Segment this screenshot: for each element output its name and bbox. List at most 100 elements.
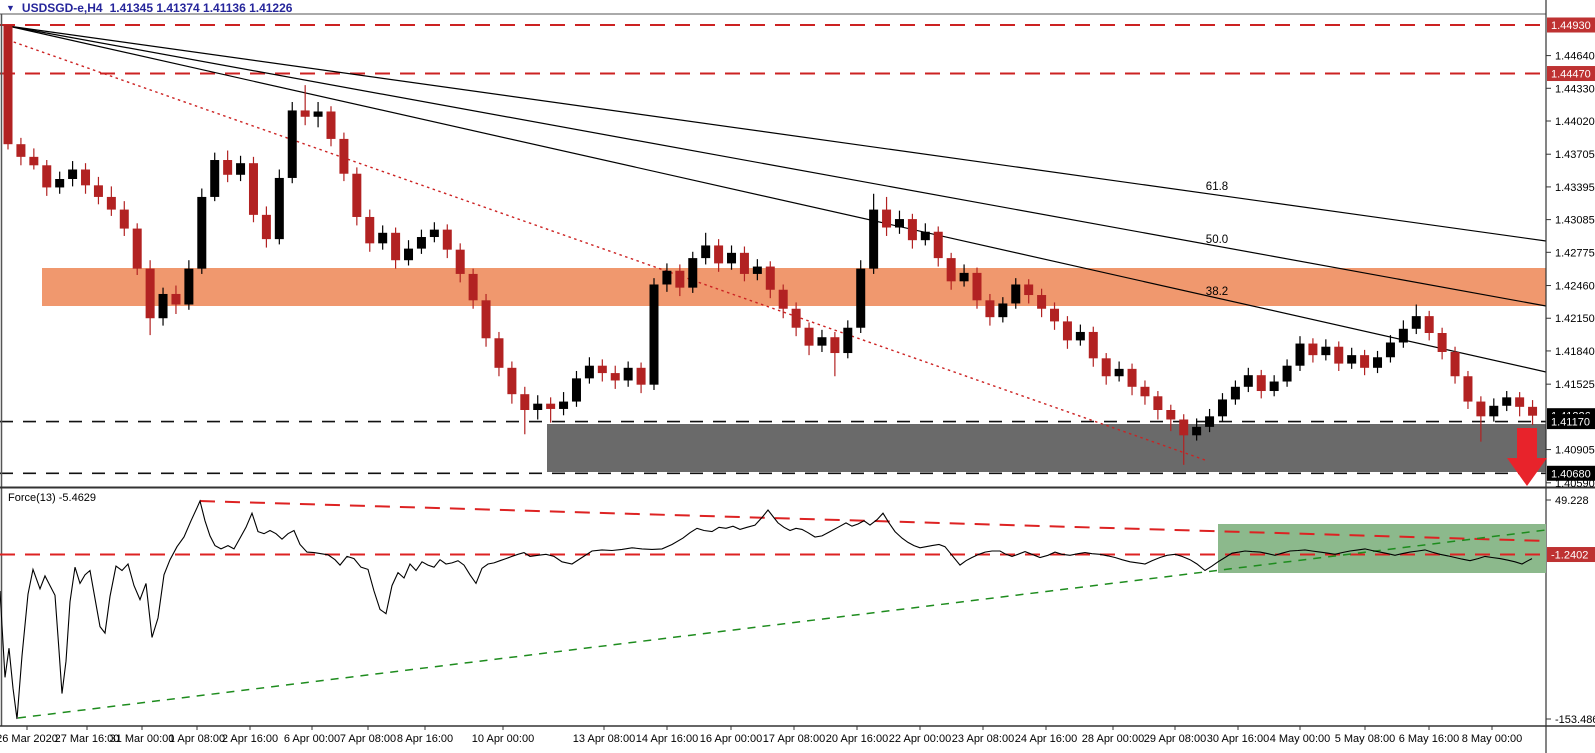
candle-body xyxy=(1373,357,1383,368)
candle-body xyxy=(856,268,866,328)
candle-body xyxy=(339,138,349,174)
fib-fan-line-50.0[interactable] xyxy=(7,25,1547,307)
candle-body xyxy=(920,231,930,241)
price-level-label-box xyxy=(1547,66,1595,82)
fib-fan-line-38.2[interactable] xyxy=(7,25,1547,373)
price-level-label-box xyxy=(1547,465,1595,481)
price-level-label-box xyxy=(1547,414,1595,430)
candle-body xyxy=(1476,401,1486,417)
time-tick-label: 30 Apr 16:00 xyxy=(1207,733,1269,745)
candle-body xyxy=(1075,331,1085,341)
time-tick-label: 22 Apr 00:00 xyxy=(889,733,951,745)
time-tick-label: 29 Apr 08:00 xyxy=(1144,733,1206,745)
candle-body xyxy=(429,229,439,238)
candle-body xyxy=(1515,397,1525,407)
candle-body xyxy=(416,237,426,249)
candle-body xyxy=(972,272,982,301)
candle-body xyxy=(894,219,904,228)
time-tick-label: 7 Apr 08:00 xyxy=(340,733,396,745)
candle-body xyxy=(1217,399,1227,417)
candle-body xyxy=(1192,426,1202,436)
candle-body xyxy=(455,249,465,274)
candle-body xyxy=(55,179,65,188)
indicator-max-label: 49.228 xyxy=(1555,495,1589,507)
indicator-name-label: Force(13) -5.4629 xyxy=(8,492,97,504)
candle-body xyxy=(1528,406,1538,416)
candle-body xyxy=(1334,346,1344,364)
candle-body xyxy=(93,185,103,197)
time-tick-label: 26 Mar 2020 xyxy=(0,733,58,745)
candle-body xyxy=(1037,295,1047,309)
candle-body xyxy=(158,293,168,319)
candle-body xyxy=(132,228,142,269)
time-tick-label: 28 Apr 00:00 xyxy=(1082,733,1144,745)
candle-body xyxy=(1127,368,1137,387)
fib-fan-label-38.2: 38.2 xyxy=(1206,286,1228,298)
price-tick-label: 1.44640 xyxy=(1555,51,1595,63)
supply-zone-orange[interactable] xyxy=(42,268,1546,306)
time-tick-label: 14 Apr 16:00 xyxy=(636,733,698,745)
candle-body xyxy=(791,308,801,328)
indicator-ascending-trendline[interactable] xyxy=(17,529,1547,719)
candle-body xyxy=(16,144,26,157)
time-tick-label: 2 Apr 16:00 xyxy=(222,733,278,745)
candle-body xyxy=(1101,358,1111,377)
candle-body xyxy=(869,209,879,269)
demand-zone-gray[interactable] xyxy=(547,424,1546,472)
candle-body xyxy=(584,365,594,379)
candle-body xyxy=(649,284,659,385)
candle-body xyxy=(404,248,414,261)
candle-body xyxy=(533,403,543,411)
candle-body xyxy=(261,214,271,240)
candle-body xyxy=(352,173,362,217)
candle-body xyxy=(197,196,207,269)
candle-body xyxy=(1437,333,1447,352)
collapse-arrow-icon[interactable]: ▼ xyxy=(6,2,15,13)
candle-body xyxy=(830,337,840,354)
candle-body xyxy=(765,266,775,290)
candle-body xyxy=(378,232,388,244)
candle-body xyxy=(546,403,556,409)
candle-body xyxy=(494,338,504,368)
candle-body xyxy=(597,365,607,374)
time-tick-label: 8 Apr 16:00 xyxy=(397,733,453,745)
time-tick-label: 24 Apr 16:00 xyxy=(1015,733,1077,745)
candle-body xyxy=(1347,355,1357,364)
candle-body xyxy=(210,160,220,197)
fib-fan-line-61.8[interactable] xyxy=(7,25,1547,242)
price-level-label: 1.44470 xyxy=(1551,69,1591,81)
candle-body xyxy=(313,111,323,117)
indicator-level-label-box xyxy=(1547,547,1595,563)
candle-body xyxy=(1489,405,1499,417)
candle-body xyxy=(1243,375,1253,387)
symbol-timeframe-label: USDSGD-e,H4 xyxy=(21,0,103,15)
sell-arrow-shaft[interactable] xyxy=(1517,428,1537,459)
candle-body xyxy=(843,327,853,354)
price-tick-label: 1.42150 xyxy=(1555,313,1595,325)
bullish-divergence-zone[interactable] xyxy=(1218,524,1546,573)
price-level-label: 1.41170 xyxy=(1551,417,1590,429)
price-tick-label: 1.40905 xyxy=(1555,445,1595,457)
candle-body xyxy=(571,378,581,402)
sell-arrow-icon[interactable] xyxy=(1507,458,1547,486)
price-tick-label: 1.44330 xyxy=(1555,83,1595,95)
time-tick-label: 1 Apr 08:00 xyxy=(169,733,225,745)
candle-body xyxy=(106,196,116,210)
price-tick-label: 1.42460 xyxy=(1555,281,1595,293)
time-tick-label: 31 Mar 00:00 xyxy=(110,733,175,745)
candle-body xyxy=(1024,284,1034,296)
candle-body xyxy=(1321,346,1331,356)
candle-body xyxy=(1256,375,1266,392)
price-tick-label: 1.44020 xyxy=(1555,116,1595,128)
time-tick-label: 5 May 08:00 xyxy=(1335,733,1396,745)
candle-body xyxy=(1282,365,1292,382)
descending-dotted-trendline[interactable] xyxy=(7,39,1206,461)
candle-body xyxy=(739,252,749,274)
force-index-line xyxy=(0,499,1533,720)
price-tick-label: 1.43705 xyxy=(1555,149,1595,161)
time-tick-label: 8 May 00:00 xyxy=(1462,733,1523,745)
candle-body xyxy=(701,245,711,259)
candle-body xyxy=(1424,316,1434,334)
